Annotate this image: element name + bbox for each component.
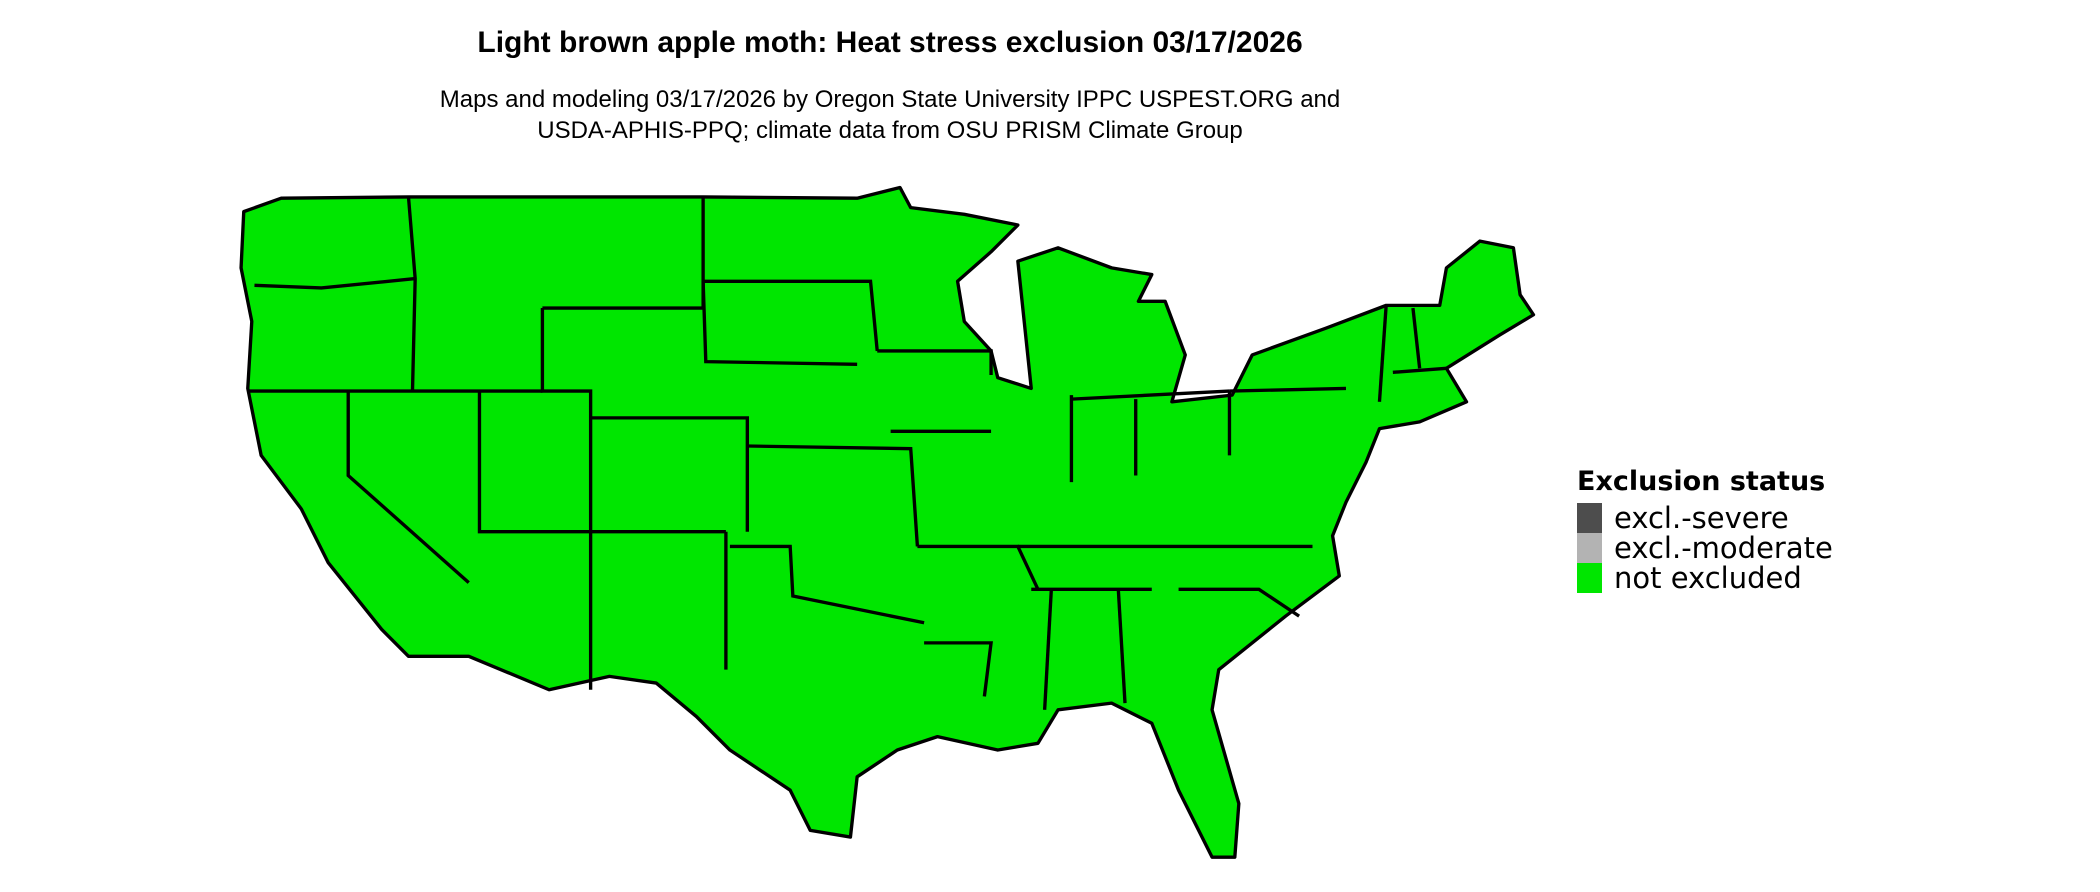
legend-label: excl.-severe xyxy=(1614,501,1789,535)
legend-item-severe: excl.-severe xyxy=(1577,501,1833,535)
legend: Exclusion status excl.-severe excl.-mode… xyxy=(1577,466,1833,595)
map-subtitle: Maps and modeling 03/17/2026 by Oregon S… xyxy=(0,84,1780,146)
legend-swatch-moderate xyxy=(1577,533,1602,563)
state-borders xyxy=(249,196,1447,710)
subtitle-line-1: Maps and modeling 03/17/2026 by Oregon S… xyxy=(439,86,1341,113)
map-title: Light brown apple moth: Heat stress excl… xyxy=(477,26,1303,59)
us-outline xyxy=(239,185,1536,859)
legend-title: Exclusion status xyxy=(1577,466,1826,497)
legend-item-not-excluded: not excluded xyxy=(1577,561,1833,595)
legend-swatch-not-excluded xyxy=(1577,563,1602,593)
legend-swatch-severe xyxy=(1577,503,1602,533)
subtitle-line-2: USDA-APHIS-PPQ; climate data from OSU PR… xyxy=(537,117,1243,144)
legend-label: excl.-moderate xyxy=(1614,531,1833,565)
legend-label: not excluded xyxy=(1614,561,1802,595)
legend-item-moderate: excl.-moderate xyxy=(1577,531,1833,565)
